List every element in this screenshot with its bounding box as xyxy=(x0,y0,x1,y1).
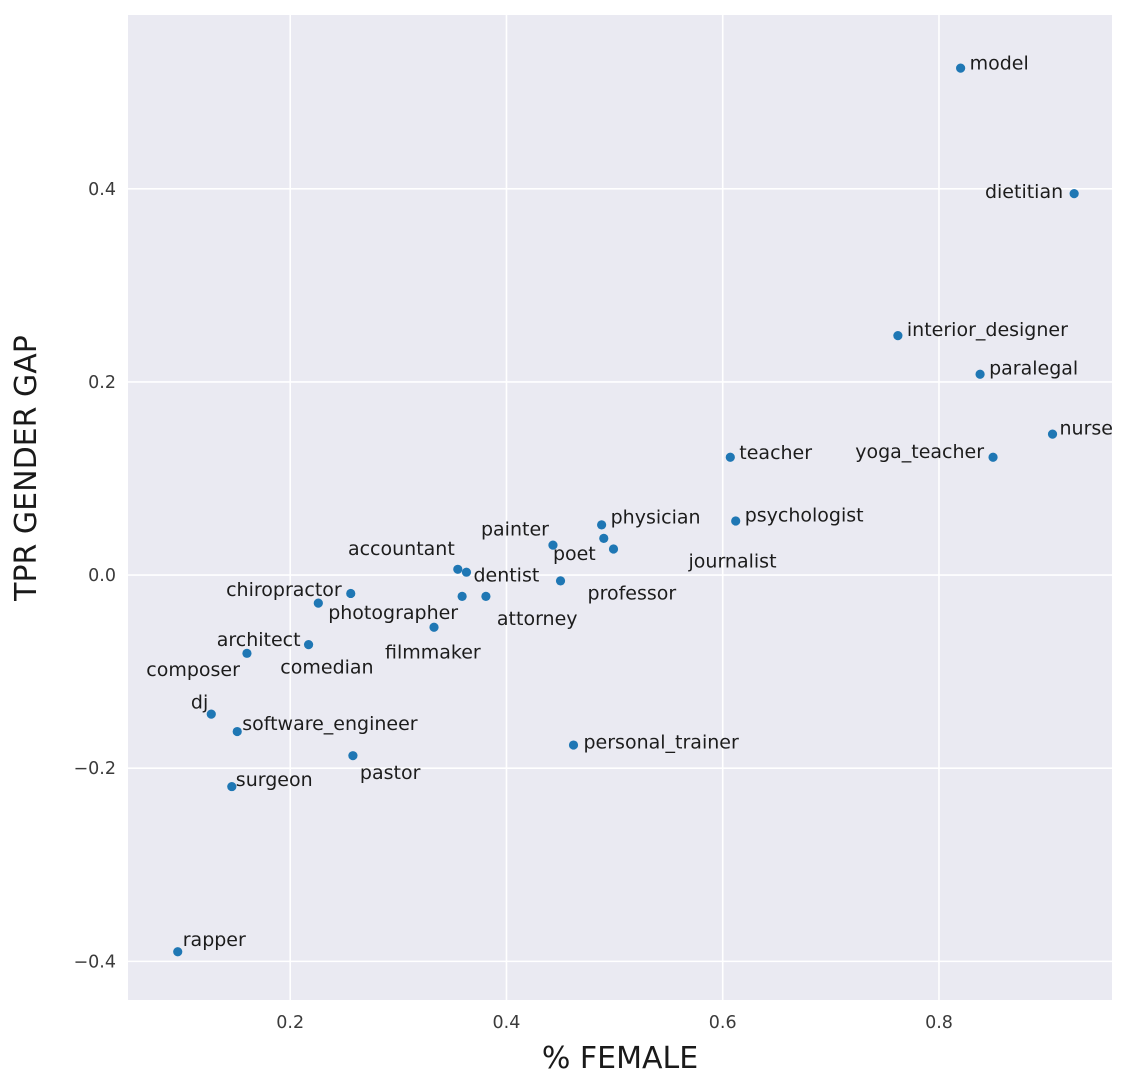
plot-background xyxy=(128,15,1112,1000)
data-point xyxy=(893,331,903,341)
x-tick-label: 0.2 xyxy=(276,1013,304,1033)
data-point xyxy=(461,567,472,577)
data-point xyxy=(232,726,242,737)
x-tick-label: 0.6 xyxy=(709,1013,737,1033)
x-axis-label: % FEMALE xyxy=(542,1041,698,1076)
point-label: comedian xyxy=(280,657,373,679)
data-point xyxy=(429,622,439,632)
point-label: pastor xyxy=(360,762,421,784)
data-point xyxy=(227,781,237,792)
x-tick-label: 0.4 xyxy=(493,1013,521,1033)
point-label: physician xyxy=(611,506,701,528)
data-point xyxy=(348,751,358,761)
point-label: architect xyxy=(217,629,301,651)
point-label: software_engineer xyxy=(242,713,418,735)
data-point xyxy=(242,648,252,658)
data-point xyxy=(481,591,491,601)
data-point xyxy=(346,588,356,599)
point-label: teacher xyxy=(739,442,812,464)
point-label: dietitian xyxy=(985,181,1063,203)
point-label: paralegal xyxy=(989,358,1078,380)
data-point xyxy=(568,740,579,750)
data-point xyxy=(1047,429,1058,439)
y-tick-label: −0.2 xyxy=(74,759,117,779)
point-label: dentist xyxy=(473,565,539,587)
point-label: dj xyxy=(191,692,208,714)
point-label: photographer xyxy=(328,602,458,624)
data-point xyxy=(731,516,741,526)
x-tick-label: 0.8 xyxy=(925,1013,953,1033)
y-tick-label: 0.2 xyxy=(88,373,116,393)
data-point xyxy=(457,591,467,601)
point-label: journalist xyxy=(688,551,777,573)
data-point xyxy=(725,452,735,462)
data-point xyxy=(599,533,609,544)
point-label: model xyxy=(970,53,1029,75)
y-tick-label: 0.0 xyxy=(88,566,116,586)
data-point xyxy=(1069,189,1079,199)
data-point xyxy=(303,640,314,650)
point-label: professor xyxy=(588,582,677,604)
y-axis-label: TPR GENDER GAP xyxy=(9,335,44,602)
data-point xyxy=(555,576,566,586)
y-tick-label: −0.4 xyxy=(74,952,117,972)
data-point xyxy=(206,709,216,719)
point-label: chiropractor xyxy=(226,579,342,601)
point-label: surgeon xyxy=(236,769,313,791)
point-label: filmmaker xyxy=(385,642,481,664)
point-label: composer xyxy=(146,659,240,681)
data-point xyxy=(988,452,998,462)
data-point xyxy=(608,544,619,554)
data-point xyxy=(313,598,323,608)
data-point xyxy=(975,369,985,379)
point-label: nurse xyxy=(1060,418,1113,440)
point-label: accountant xyxy=(348,538,455,560)
data-point xyxy=(548,540,558,550)
point-label: poet xyxy=(553,543,596,565)
data-point xyxy=(453,564,463,574)
point-label: rapper xyxy=(183,929,246,951)
point-label: yoga_teacher xyxy=(855,441,984,463)
data-point xyxy=(173,947,183,957)
data-point xyxy=(956,63,966,73)
data-point xyxy=(597,520,607,530)
point-label: interior_designer xyxy=(907,319,1068,341)
point-label: painter xyxy=(481,519,549,541)
y-tick-label: 0.4 xyxy=(88,180,116,200)
point-label: attorney xyxy=(497,608,578,630)
point-label: personal_trainer xyxy=(584,732,739,754)
point-label: psychologist xyxy=(745,505,864,527)
